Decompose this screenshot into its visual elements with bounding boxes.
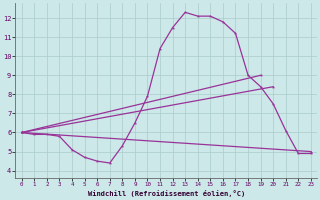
X-axis label: Windchill (Refroidissement éolien,°C): Windchill (Refroidissement éolien,°C) xyxy=(88,190,245,197)
